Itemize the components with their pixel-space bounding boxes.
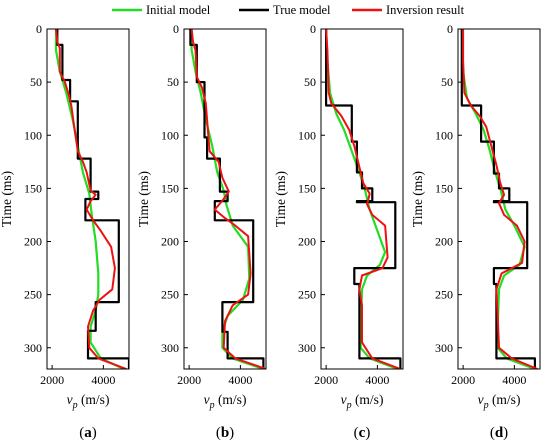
panel-label-letter: c: [359, 425, 366, 441]
panel-c-y-tick-label-50: 50: [304, 75, 316, 89]
panel-a: 0 50 100 150 200 250 300 2000 4000 Time (ms) vp (m…: [0, 22, 130, 441]
panel-a-y-tick-label-200: 200: [24, 235, 42, 249]
panel-b-y-tick-label-100: 100: [161, 128, 179, 142]
panel-c-y-tick-label-250: 250: [298, 288, 316, 302]
panel-a-plot-frame: [46, 28, 130, 370]
panel-label-close-paren: ): [229, 425, 234, 441]
x-axis-unit: (m/s): [489, 392, 521, 407]
panel-c-series-true-model: [325, 29, 402, 369]
panel-d-y-tick-label-250: 250: [435, 288, 453, 302]
panel-label-close-paren: ): [92, 425, 97, 441]
x-axis-subscript: p: [209, 400, 215, 411]
panel-a-y-tick-label-0: 0: [36, 22, 42, 36]
panel-b-plot-frame: [183, 28, 267, 370]
panel-b-y-tick-label-50: 50: [167, 75, 179, 89]
panel-b-y-tick-label-250: 250: [161, 288, 179, 302]
panel-a-y-tick-label-50: 50: [30, 75, 42, 89]
panel-d-series-inversion-result: [462, 29, 538, 369]
panel-d-y-tick-label-150: 150: [435, 181, 453, 195]
panel-b-y-tick-label-200: 200: [161, 235, 179, 249]
panel-b-x-tick-label-4000: 4000: [228, 373, 252, 387]
panel-label-close-paren: ): [365, 425, 370, 441]
panel-c-y-axis-label: Time (ms): [273, 171, 288, 227]
panel-d-y-axis-label: Time (ms): [410, 171, 425, 227]
panel-c-x-tick-label-4000: 4000: [365, 373, 389, 387]
x-axis-subscript: p: [483, 400, 489, 411]
x-axis-subscript: p: [346, 400, 352, 411]
panel-c-series-initial-model: [325, 29, 399, 369]
legend-label-initial-model: Initial model: [146, 3, 211, 17]
panel-label-open-paren: (: [79, 425, 84, 441]
panel-b-series-inversion-result: [190, 29, 266, 369]
panel-d-y-tick-label-200: 200: [435, 235, 453, 249]
panel-c: 0 50 100 150 200 250 300 2000 4000 Time (ms) vp (m…: [273, 22, 404, 441]
panel-label-open-paren: (: [354, 425, 359, 441]
panel-c-series-inversion-result: [325, 29, 401, 369]
legend-label-inversion-result: Inversion result: [386, 3, 465, 17]
panel-a-y-tick-label-100: 100: [24, 128, 42, 142]
panel-d-x-tick-label-4000: 4000: [502, 373, 526, 387]
panel-c-x-tick-label-2000: 2000: [314, 373, 338, 387]
x-axis-subscript: p: [72, 400, 78, 411]
x-axis-symbol: v: [478, 392, 484, 407]
panel-c-y-tick-label-200: 200: [298, 235, 316, 249]
panel-c-x-axis-label: vp (m/s): [341, 392, 384, 411]
legend: Initial model True model Inversion resul…: [112, 3, 465, 17]
panel-a-x-axis-label: vp (m/s): [67, 392, 110, 411]
panel-d-label: (d): [490, 425, 508, 441]
x-axis-symbol: v: [341, 392, 347, 407]
panel-c-plot-frame: [320, 28, 404, 370]
panel-b-series-initial-model: [189, 29, 264, 369]
panel-b-y-tick-label-150: 150: [161, 181, 179, 195]
panel-label-close-paren: ): [503, 425, 508, 441]
x-axis-symbol: v: [204, 392, 210, 407]
panel-c-y-tick-label-300: 300: [298, 341, 316, 355]
panel-b-y-axis-label: Time (ms): [136, 171, 151, 227]
panel-label-letter: a: [84, 425, 92, 441]
x-axis-unit: (m/s): [215, 392, 247, 407]
panel-a-series-true-model: [56, 29, 129, 369]
panel-b-y-tick-label-300: 300: [161, 341, 179, 355]
panel-b-label: (b): [216, 425, 234, 441]
x-axis-symbol: v: [67, 392, 73, 407]
panel-c-y-tick-label-100: 100: [298, 128, 316, 142]
panel-d-plot-frame: [457, 28, 541, 370]
x-axis-unit: (m/s): [352, 392, 384, 407]
panel-b: 0 50 100 150 200 250 300 2000 4000 Time (ms) vp (m…: [136, 22, 267, 441]
panel-a-label: (a): [79, 425, 97, 441]
panel-c-label: (c): [354, 425, 371, 441]
panel-a-x-tick-label-2000: 2000: [40, 373, 64, 387]
panel-d-y-tick-label-50: 50: [441, 75, 453, 89]
panel-d-y-tick-label-100: 100: [435, 128, 453, 142]
panel-b-y-tick-label-0: 0: [173, 22, 179, 36]
panel-d-x-axis-label: vp (m/s): [478, 392, 521, 411]
panel-a-y-tick-label-300: 300: [24, 341, 42, 355]
legend-label-true-model: True model: [273, 3, 331, 17]
panel-b-x-axis-label: vp (m/s): [204, 392, 247, 411]
panel-label-open-paren: (: [216, 425, 221, 441]
panel-d-x-tick-label-2000: 2000: [451, 373, 475, 387]
panel-label-letter: d: [495, 425, 504, 441]
panel-d-y-tick-label-0: 0: [447, 22, 453, 36]
panel-a-series-inversion-result: [55, 29, 127, 369]
panel-c-y-tick-label-150: 150: [298, 181, 316, 195]
x-axis-unit: (m/s): [78, 392, 110, 407]
panel-d: 0 50 100 150 200 250 300 2000 4000 Time (ms) vp (m…: [410, 22, 541, 441]
panel-b-x-tick-label-2000: 2000: [177, 373, 201, 387]
panel-a-y-tick-label-250: 250: [24, 288, 42, 302]
panel-label-open-paren: (: [490, 425, 495, 441]
panel-a-y-axis-label: Time (ms): [0, 171, 14, 227]
panel-a-y-tick-label-150: 150: [24, 181, 42, 195]
panel-d-y-tick-label-300: 300: [435, 341, 453, 355]
panel-label-letter: b: [221, 425, 229, 441]
panel-a-x-tick-label-4000: 4000: [91, 373, 115, 387]
panel-c-y-tick-label-0: 0: [310, 22, 316, 36]
